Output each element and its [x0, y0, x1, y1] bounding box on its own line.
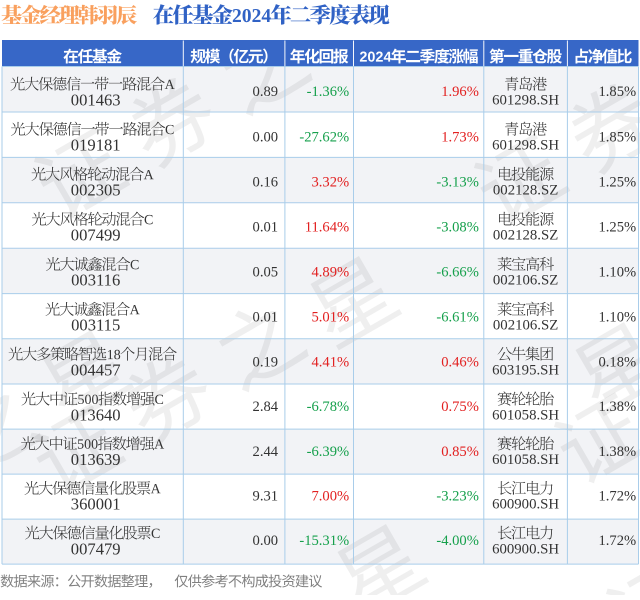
svg-text:1.25%: 1.25%	[598, 219, 636, 235]
svg-text:-6.66%: -6.66%	[436, 264, 479, 280]
svg-text:002128.SZ: 002128.SZ	[493, 183, 558, 199]
svg-text:3.32%: 3.32%	[311, 174, 349, 190]
svg-text:0.75%: 0.75%	[441, 399, 479, 415]
svg-text:004457: 004457	[71, 361, 121, 380]
svg-text:1.10%: 1.10%	[598, 264, 636, 280]
svg-text:002305: 002305	[71, 181, 121, 200]
svg-text:0.00: 0.00	[253, 129, 279, 145]
svg-text:0.89: 0.89	[253, 84, 279, 100]
svg-text:0.16: 0.16	[253, 174, 279, 190]
svg-text:-3.13%: -3.13%	[436, 174, 479, 190]
svg-text:5.01%: 5.01%	[311, 309, 349, 325]
svg-text:7.00%: 7.00%	[311, 489, 349, 505]
svg-text:1.38%: 1.38%	[598, 444, 636, 460]
svg-text:1.96%: 1.96%	[441, 84, 479, 100]
svg-text:0.18%: 0.18%	[598, 354, 636, 370]
svg-text:1.25%: 1.25%	[598, 174, 636, 190]
svg-text:002106.SZ: 002106.SZ	[493, 273, 558, 289]
svg-text:1.38%: 1.38%	[598, 399, 636, 415]
svg-text:-6.78%: -6.78%	[307, 399, 350, 415]
svg-text:1.10%: 1.10%	[598, 309, 636, 325]
svg-text:019181: 019181	[71, 136, 121, 155]
svg-text:11.64%: 11.64%	[305, 219, 349, 235]
svg-text:-4.00%: -4.00%	[436, 533, 479, 549]
svg-text:9.31: 9.31	[253, 489, 279, 505]
svg-text:601058.SH: 601058.SH	[492, 407, 559, 423]
svg-text:1.72%: 1.72%	[598, 489, 636, 505]
svg-text:0.85%: 0.85%	[441, 444, 479, 460]
svg-text:603195.SH: 603195.SH	[492, 363, 559, 379]
svg-text:1.72%: 1.72%	[598, 533, 636, 549]
svg-text:2.84: 2.84	[253, 399, 279, 415]
svg-text:601058.SH: 601058.SH	[492, 452, 559, 468]
svg-text:0.46%: 0.46%	[441, 354, 479, 370]
svg-text:003116: 003116	[71, 271, 120, 290]
svg-text:-6.39%: -6.39%	[307, 444, 350, 460]
svg-text:0.01: 0.01	[253, 309, 279, 325]
svg-text:0.19: 0.19	[253, 354, 279, 370]
svg-text:4.89%: 4.89%	[311, 264, 349, 280]
svg-text:002128.SZ: 002128.SZ	[493, 228, 558, 244]
svg-text:601298.SH: 601298.SH	[492, 138, 559, 154]
svg-text:013639: 013639	[71, 450, 121, 469]
svg-text:-3.08%: -3.08%	[436, 219, 479, 235]
svg-text:-15.31%: -15.31%	[299, 533, 349, 549]
svg-text:360001: 360001	[71, 495, 121, 514]
svg-text:003115: 003115	[71, 316, 120, 335]
svg-text:600900.SH: 600900.SH	[492, 497, 559, 513]
svg-text:4.41%: 4.41%	[311, 354, 349, 370]
svg-text:0.01: 0.01	[253, 219, 279, 235]
svg-text:601298.SH: 601298.SH	[492, 92, 559, 108]
svg-text:0.00: 0.00	[253, 533, 279, 549]
svg-text:0.05: 0.05	[253, 264, 279, 280]
svg-text:007479: 007479	[71, 539, 121, 558]
svg-text:-6.61%: -6.61%	[436, 309, 479, 325]
svg-text:1.73%: 1.73%	[441, 129, 479, 145]
svg-text:1.85%: 1.85%	[598, 84, 636, 100]
svg-text:1.85%: 1.85%	[598, 129, 636, 145]
svg-text:007499: 007499	[71, 226, 121, 245]
svg-text:-3.23%: -3.23%	[436, 489, 479, 505]
svg-text:-27.62%: -27.62%	[299, 129, 349, 145]
svg-text:001463: 001463	[71, 90, 121, 109]
svg-text:-1.36%: -1.36%	[307, 84, 350, 100]
svg-text:2.44: 2.44	[253, 444, 279, 460]
svg-text:600900.SH: 600900.SH	[492, 541, 559, 557]
svg-text:013640: 013640	[71, 405, 121, 424]
svg-text:002106.SZ: 002106.SZ	[493, 318, 558, 334]
